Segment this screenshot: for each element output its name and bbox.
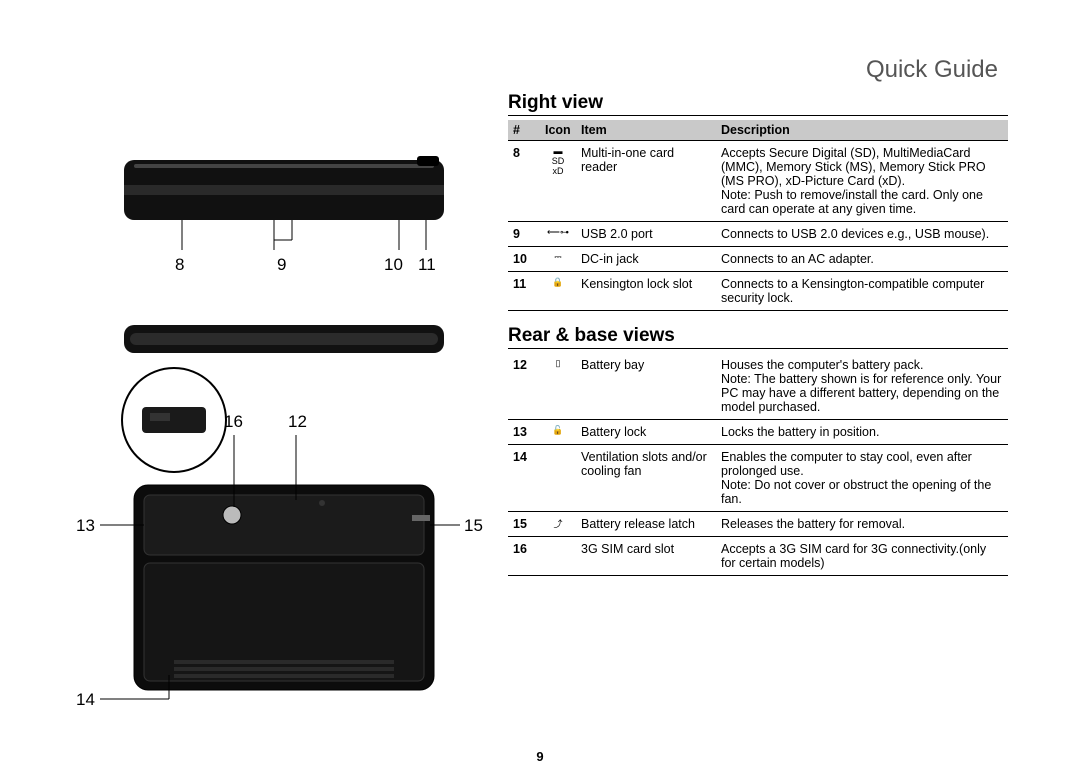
- row-icon: ⟵⊶: [540, 222, 576, 247]
- row-item: Battery lock: [576, 420, 716, 445]
- row-icon: [540, 445, 576, 512]
- row-desc: Releases the battery for removal.: [716, 512, 1008, 537]
- row-num: 13: [508, 420, 540, 445]
- row-item: Battery bay: [576, 353, 716, 420]
- base-view-diagram: 16 12 13 14 15: [74, 315, 494, 745]
- callout-14: 14: [76, 690, 95, 709]
- row-desc: Connects to a Kensington-compatible comp…: [716, 272, 1008, 311]
- diagrams-column: 8 9 10 11 16 12 13: [74, 140, 494, 750]
- col-icon: Icon: [540, 120, 576, 141]
- page-title: Quick Guide: [866, 56, 998, 84]
- callout-12: 12: [288, 412, 307, 431]
- row-item: DC-in jack: [576, 247, 716, 272]
- callout-13: 13: [76, 516, 95, 535]
- row-item: 3G SIM card slot: [576, 537, 716, 576]
- rear-base-table: 12▯Battery bayHouses the computer's batt…: [508, 353, 1008, 576]
- col-item: Item: [576, 120, 716, 141]
- rear-base-heading: Rear & base views: [508, 325, 1008, 349]
- table-row: 12▯Battery bayHouses the computer's batt…: [508, 353, 1008, 420]
- row-icon: 🔓: [540, 420, 576, 445]
- row-num: 8: [508, 141, 540, 222]
- callout-11: 11: [418, 255, 436, 274]
- row-num: 16: [508, 537, 540, 576]
- row-num: 15: [508, 512, 540, 537]
- row-num: 14: [508, 445, 540, 512]
- callout-8: 8: [175, 255, 184, 274]
- row-icon: 🔒: [540, 272, 576, 311]
- right-view-diagram: 8 9 10 11: [74, 140, 494, 310]
- table-row: 8▬ SD xDMulti-in-one card readerAccepts …: [508, 141, 1008, 222]
- row-item: Ventilation slots and/or cooling fan: [576, 445, 716, 512]
- row-icon: ⎓: [540, 247, 576, 272]
- right-view-table: # Icon Item Description 8▬ SD xDMulti-in…: [508, 120, 1008, 311]
- row-num: 10: [508, 247, 540, 272]
- row-item: Kensington lock slot: [576, 272, 716, 311]
- row-desc: Houses the computer's battery pack. Note…: [716, 353, 1008, 420]
- row-icon: ⤴: [540, 512, 576, 537]
- table-row: 10⎓DC-in jackConnects to an AC adapter.: [508, 247, 1008, 272]
- row-desc: Accepts Secure Digital (SD), MultiMediaC…: [716, 141, 1008, 222]
- row-num: 11: [508, 272, 540, 311]
- row-item: Battery release latch: [576, 512, 716, 537]
- row-icon: ▬ SD xD: [540, 141, 576, 222]
- table-row: 11🔒Kensington lock slotConnects to a Ken…: [508, 272, 1008, 311]
- table-row: 9⟵⊶USB 2.0 portConnects to USB 2.0 devic…: [508, 222, 1008, 247]
- row-icon: ▯: [540, 353, 576, 420]
- row-desc: Connects to USB 2.0 devices e.g., USB mo…: [716, 222, 1008, 247]
- callout-10: 10: [384, 255, 403, 274]
- row-desc: Accepts a 3G SIM card for 3G connectivit…: [716, 537, 1008, 576]
- col-desc: Description: [716, 120, 1008, 141]
- row-item: Multi-in-one card reader: [576, 141, 716, 222]
- callout-15: 15: [464, 516, 483, 535]
- row-num: 9: [508, 222, 540, 247]
- row-item: USB 2.0 port: [576, 222, 716, 247]
- callout-9: 9: [277, 255, 286, 274]
- spec-column: Right view # Icon Item Description 8▬ SD…: [508, 92, 1008, 576]
- col-num: #: [508, 120, 540, 141]
- row-icon: [540, 537, 576, 576]
- row-desc: Enables the computer to stay cool, even …: [716, 445, 1008, 512]
- table-row: 15⤴Battery release latchReleases the bat…: [508, 512, 1008, 537]
- row-num: 12: [508, 353, 540, 420]
- row-desc: Locks the battery in position.: [716, 420, 1008, 445]
- table-row: 13🔓Battery lockLocks the battery in posi…: [508, 420, 1008, 445]
- table-row: 14 Ventilation slots and/or cooling fanEn…: [508, 445, 1008, 512]
- right-view-heading: Right view: [508, 92, 1008, 116]
- table-row: 16 3G SIM card slotAccepts a 3G SIM card …: [508, 537, 1008, 576]
- page-number: 9: [0, 749, 1080, 764]
- row-desc: Connects to an AC adapter.: [716, 247, 1008, 272]
- callout-16: 16: [224, 412, 243, 431]
